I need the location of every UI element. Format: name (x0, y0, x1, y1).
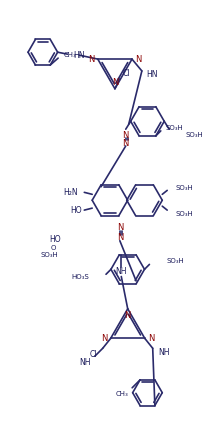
Text: HN: HN (146, 71, 157, 79)
Text: NH: NH (116, 267, 127, 276)
Text: CH₃: CH₃ (64, 52, 77, 58)
Text: SO₃H: SO₃H (41, 251, 59, 258)
Text: NH: NH (79, 357, 91, 367)
Text: HO: HO (71, 205, 82, 215)
Text: N: N (122, 138, 129, 148)
Text: HO: HO (49, 235, 61, 244)
Text: N: N (135, 55, 141, 64)
Text: SO₃H: SO₃H (186, 132, 204, 138)
Text: HO₃S: HO₃S (72, 274, 89, 280)
Text: N: N (125, 311, 131, 320)
Text: N: N (117, 223, 123, 233)
Text: Cl: Cl (123, 69, 130, 78)
Text: H₂N: H₂N (64, 188, 78, 197)
Text: HN: HN (73, 51, 85, 60)
Text: SO₃H: SO₃H (175, 211, 193, 217)
Text: N: N (117, 233, 123, 242)
Text: O: O (50, 244, 56, 251)
Text: SO₃H: SO₃H (166, 258, 184, 265)
Text: CH₃: CH₃ (115, 391, 128, 397)
Text: N: N (148, 334, 154, 343)
Text: N: N (112, 78, 118, 87)
Text: NH: NH (159, 348, 170, 357)
Text: SO₃H: SO₃H (175, 185, 193, 191)
Text: N: N (101, 334, 108, 343)
Text: N: N (88, 55, 95, 64)
Text: SO₃H: SO₃H (166, 125, 183, 131)
Text: Cl: Cl (89, 350, 97, 359)
Text: N: N (122, 131, 129, 140)
